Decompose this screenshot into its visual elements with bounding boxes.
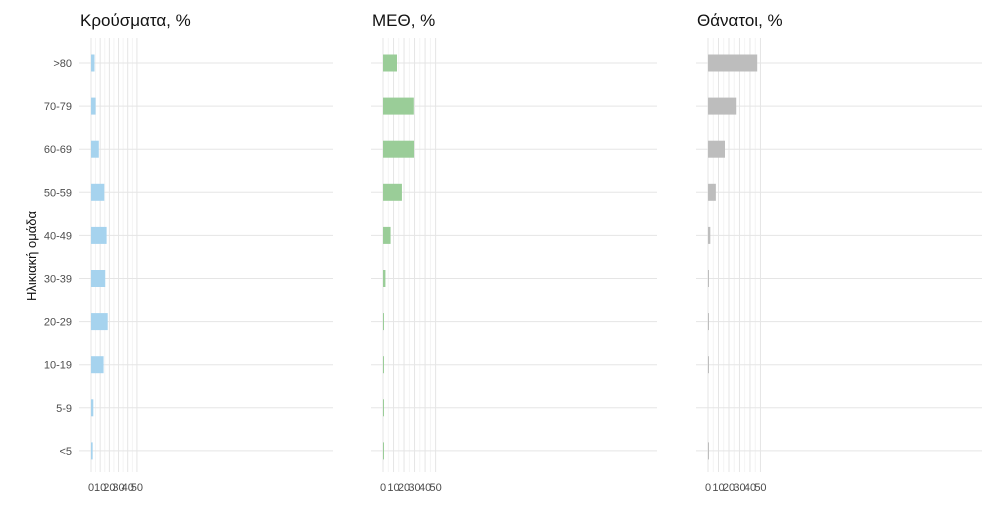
bar	[708, 226, 711, 244]
bar	[708, 270, 709, 287]
x-tick-label: 50	[429, 482, 441, 494]
bar	[383, 442, 384, 460]
x-tick-label: 50	[131, 482, 143, 494]
bar	[383, 270, 386, 287]
x-tick-label: 40	[419, 482, 431, 494]
bar	[708, 54, 758, 72]
x-tick-label: 10	[712, 482, 724, 494]
y-tick-label: 60-69	[44, 144, 72, 156]
y-tick-label: <5	[59, 446, 72, 458]
bar	[383, 54, 397, 72]
bar	[91, 226, 107, 244]
bar	[91, 97, 96, 115]
bar	[91, 356, 104, 374]
panel-title: Κρούσματα, %	[80, 11, 191, 30]
bar	[383, 183, 402, 201]
bar	[708, 313, 709, 331]
x-tick-label: 0	[380, 482, 386, 494]
x-tick-label: 40	[744, 482, 756, 494]
bar	[708, 442, 709, 460]
y-tick-label: >80	[53, 58, 72, 70]
x-tick-label: 20	[398, 482, 410, 494]
y-tick-label: 20-29	[44, 317, 72, 329]
bar	[383, 226, 391, 244]
bar	[91, 313, 108, 331]
y-tick-labels: >80 70-79 60-69 50-59 40-49 30-39 20-29 10-19 5-…	[44, 58, 72, 458]
x-tick-label: 50	[754, 482, 766, 494]
bar	[383, 356, 384, 374]
x-tick-label: 20	[723, 482, 735, 494]
bar	[91, 183, 105, 201]
y-axis-title: Ηλικιακή ομάδα	[24, 211, 39, 301]
bar	[383, 399, 384, 417]
y-tick-label: 50-59	[44, 187, 72, 199]
x-tick-label: 30	[112, 482, 124, 494]
bar	[708, 183, 716, 201]
bar	[91, 140, 99, 158]
y-tick-label: 70-79	[44, 101, 72, 113]
y-tick-label: 10-19	[44, 360, 72, 372]
bar	[708, 140, 725, 158]
bar	[383, 313, 384, 331]
x-tick-label: 10	[387, 482, 399, 494]
bar	[91, 399, 94, 417]
x-tick-label: 10	[94, 482, 106, 494]
x-tick-label: 40	[122, 482, 134, 494]
x-tick-label: 0	[88, 482, 94, 494]
bar	[708, 356, 709, 374]
bar	[383, 140, 415, 158]
x-tick-label: 20	[103, 482, 115, 494]
bar	[708, 97, 737, 115]
x-tick-label: 30	[408, 482, 420, 494]
bar	[91, 270, 106, 287]
panel-title: Θάνατοι, %	[697, 11, 783, 30]
x-tick-label: 0	[705, 482, 711, 494]
y-tick-label: 40-49	[44, 230, 72, 242]
y-tick-label: 5-9	[56, 403, 72, 415]
bar	[91, 442, 93, 460]
x-tick-label: 30	[733, 482, 745, 494]
panel-title: ΜΕΘ, %	[372, 11, 435, 30]
y-tick-label: 30-39	[44, 274, 72, 286]
bar	[383, 97, 414, 115]
bar	[91, 54, 95, 72]
